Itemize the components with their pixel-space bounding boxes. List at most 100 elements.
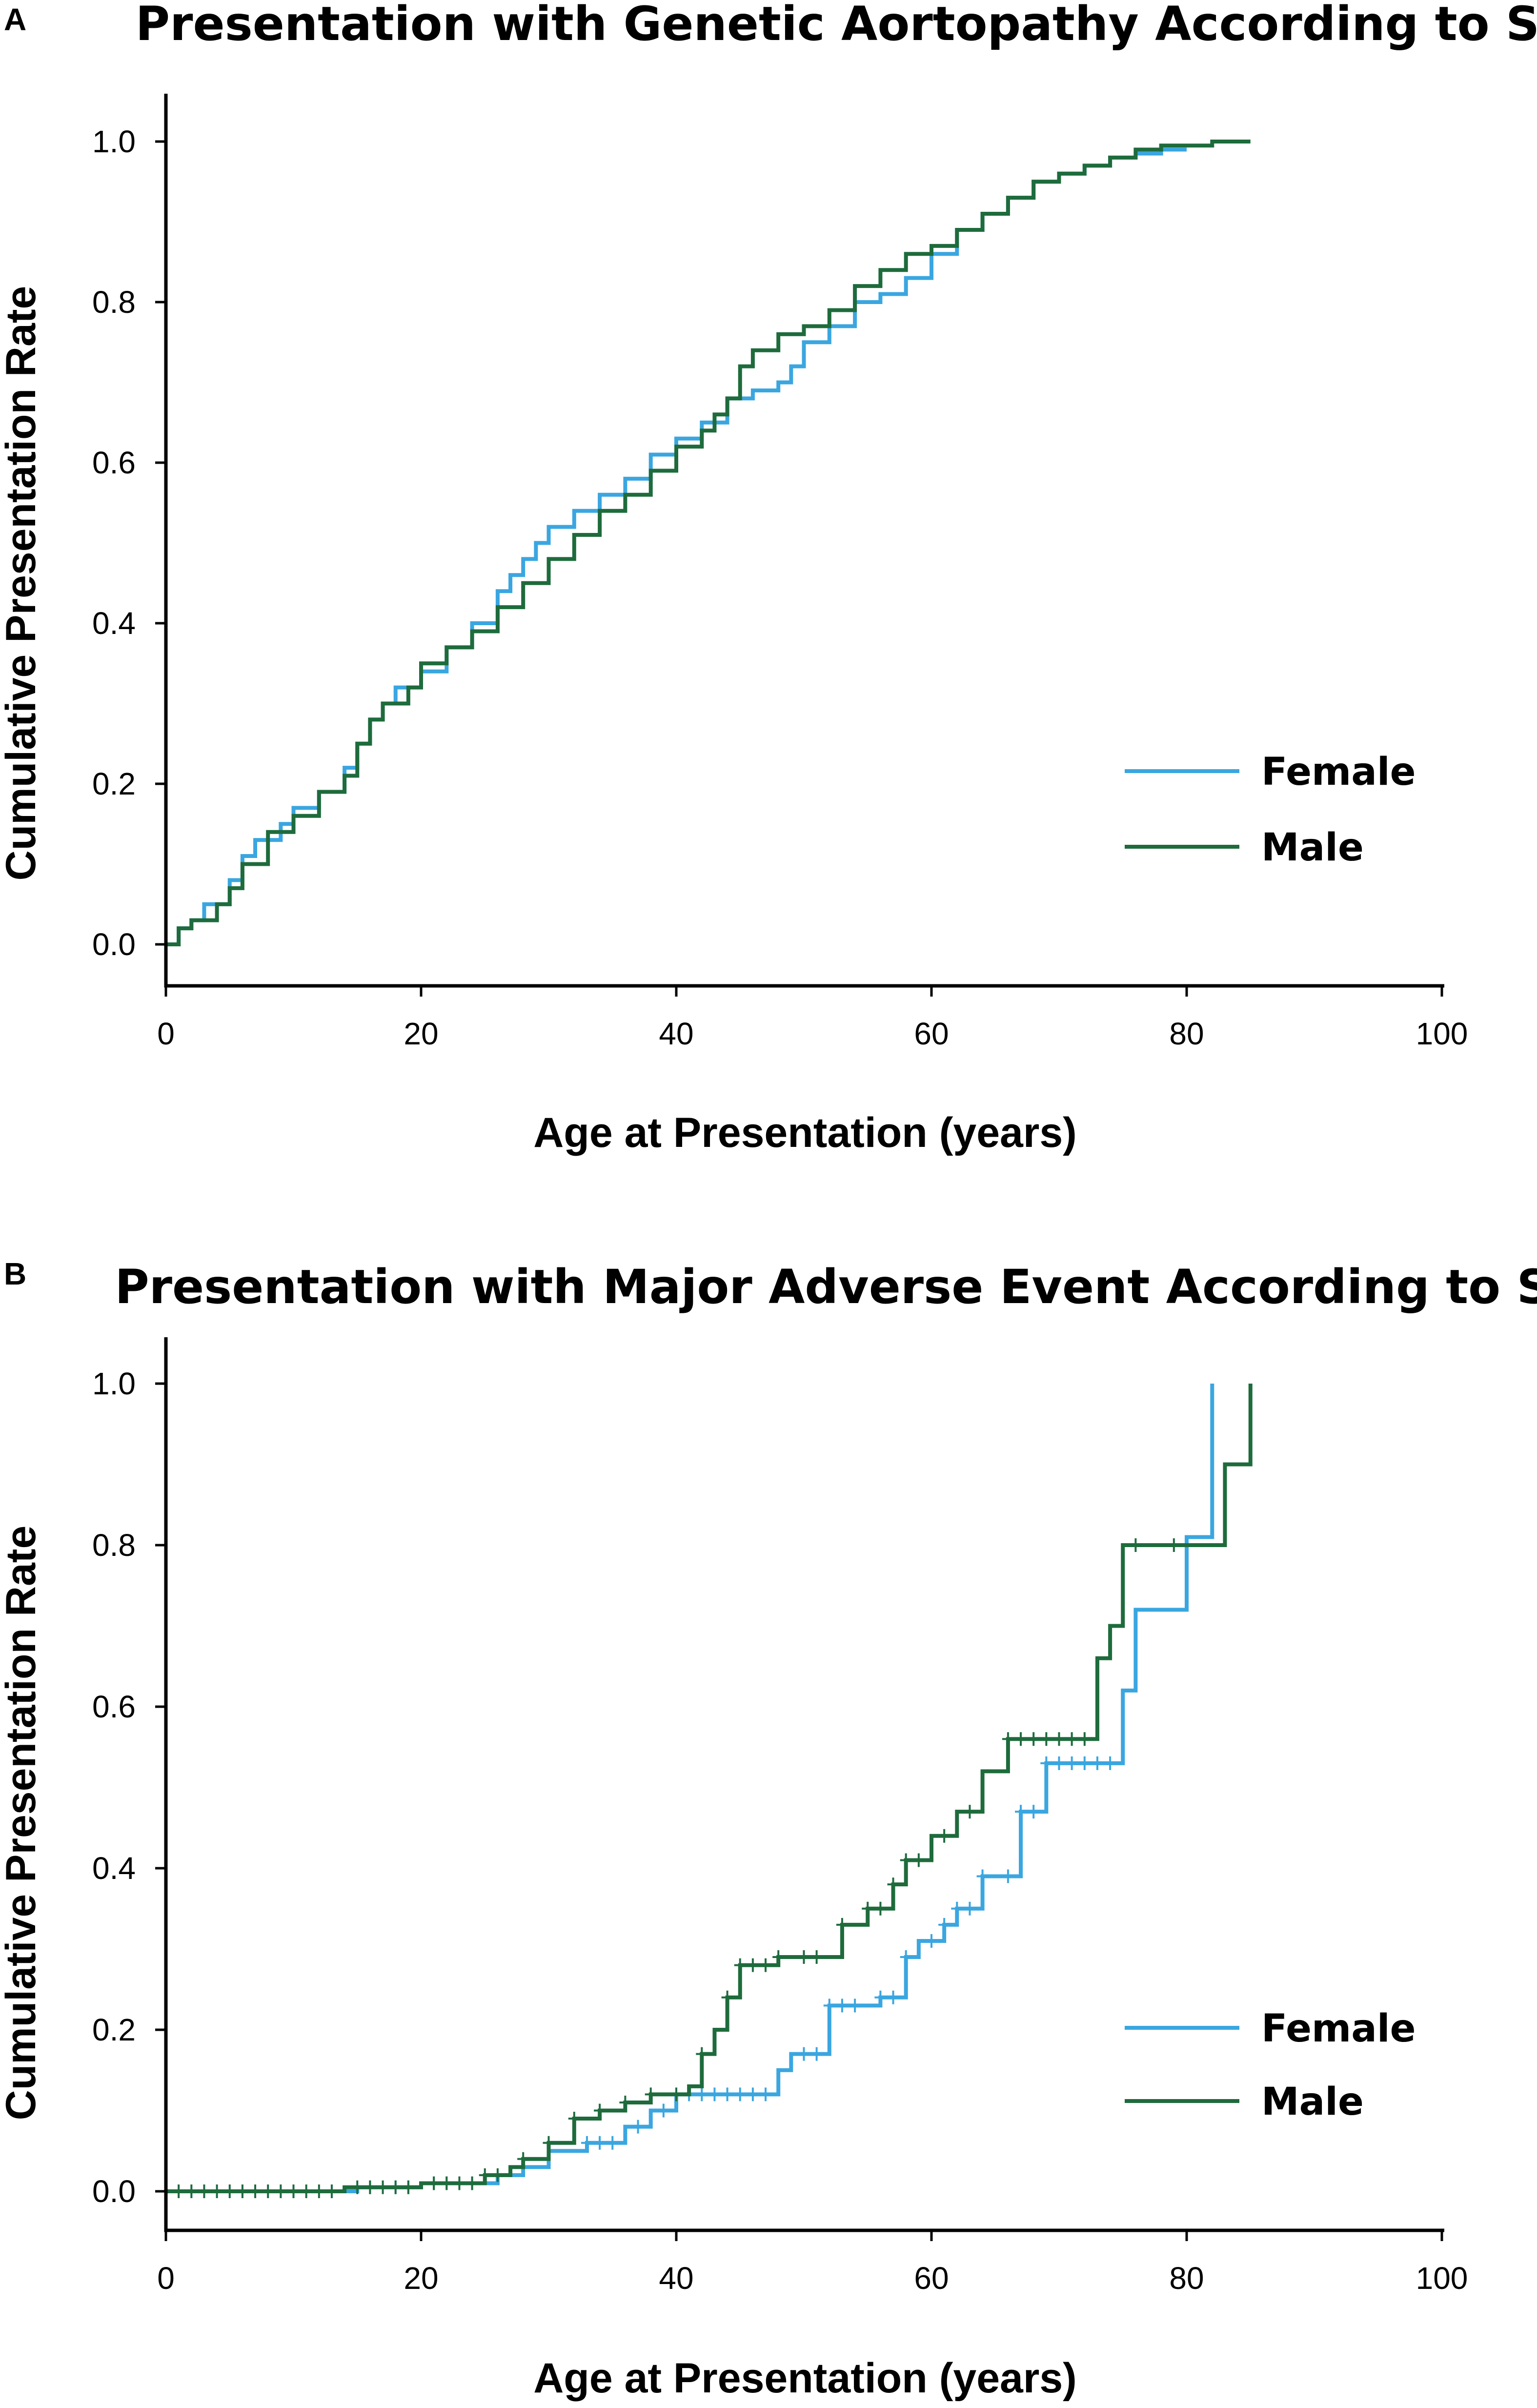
censor-mark-female	[887, 1990, 899, 2004]
y-tick-label: 0.8	[92, 1528, 136, 1563]
censor-mark-male	[1168, 1538, 1180, 1552]
censor-mark-male	[466, 2176, 478, 2190]
censor-mark-female	[1040, 1756, 1052, 1770]
panel-b-x-ticks: 0 20 40 60 80 100	[157, 2230, 1468, 2296]
censor-mark-male	[1015, 1732, 1027, 1746]
panel-a-axes	[164, 94, 1444, 988]
censor-mark-male	[325, 2184, 338, 2198]
censor-mark-female	[849, 1999, 861, 2013]
y-tick-label: 0.2	[92, 2012, 136, 2047]
censor-mark-male	[287, 2184, 300, 2198]
censor-mark-female	[747, 2087, 759, 2102]
panel-b-label: B	[4, 1256, 26, 1291]
censor-mark-male	[300, 2184, 312, 2198]
censor-mark-male	[645, 2087, 657, 2102]
panel-b-y-ticks: 0.0 0.2 0.4 0.6 0.8 1.0	[92, 1366, 166, 2209]
censor-mark-male	[1040, 1732, 1052, 1746]
y-tick-label: 1.0	[92, 124, 136, 159]
x-tick-label: 20	[404, 2261, 438, 2296]
censor-mark-male	[619, 2095, 631, 2109]
censor-mark-male	[377, 2180, 389, 2194]
censor-mark-male	[594, 2103, 606, 2118]
censor-mark-female	[823, 1999, 835, 2013]
censor-mark-female	[1015, 1805, 1027, 1819]
censor-mark-female	[696, 2087, 708, 2102]
panel-a-x-axis-title: Age at Presentation (years)	[533, 1109, 1077, 1156]
panel-b-legend: Female Male	[1125, 2007, 1416, 2124]
censor-mark-female	[734, 2087, 746, 2102]
y-tick-label: 0.4	[92, 1851, 136, 1886]
x-tick-label: 60	[914, 2261, 949, 2296]
x-tick-label: 40	[659, 2261, 693, 2296]
censor-mark-female	[708, 2087, 721, 2102]
panel-b-x-axis-title: Age at Presentation (years)	[533, 2355, 1077, 2402]
censor-mark-male	[912, 1853, 925, 1867]
censor-mark-male	[453, 2176, 465, 2190]
censor-mark-female	[721, 2087, 733, 2102]
censor-mark-female	[657, 2103, 669, 2118]
censor-mark-male	[874, 1901, 887, 1916]
censor-mark-male	[543, 2136, 555, 2150]
censor-mark-male	[428, 2176, 440, 2190]
x-tick-label: 40	[659, 1016, 693, 1051]
censor-mark-male	[313, 2184, 325, 2198]
panel-b-y-axis-title: Cumulative Presentation Rate	[0, 1526, 44, 2121]
censor-mark-female	[1028, 1805, 1040, 1819]
censor-mark-male	[810, 1950, 823, 1964]
censor-mark-female	[1091, 1756, 1103, 1770]
x-tick-label: 20	[404, 1016, 438, 1051]
censor-mark-male	[441, 2176, 453, 2190]
censor-mark-female	[1002, 1869, 1014, 1883]
censor-mark-male	[275, 2184, 287, 2198]
censor-mark-male	[173, 2184, 185, 2198]
censor-mark-male	[747, 1958, 759, 1972]
x-tick-label: 100	[1416, 2261, 1468, 2296]
censor-mark-male	[479, 2168, 491, 2182]
censor-mark-male	[862, 1901, 874, 1916]
censor-mark-male	[223, 2184, 236, 2198]
y-tick-label: 0.0	[92, 927, 136, 962]
legend-label-male: Male	[1261, 2080, 1364, 2124]
censor-mark-female	[926, 1934, 937, 1948]
y-tick-label: 1.0	[92, 1366, 136, 1401]
censor-mark-male	[568, 2112, 580, 2126]
censor-mark-male	[198, 2184, 210, 2198]
censor-mark-male	[1130, 1538, 1142, 1552]
censor-mark-female	[964, 1901, 976, 1916]
series-line-female	[166, 1384, 1214, 2193]
censor-mark-female	[798, 2047, 810, 2061]
censor-mark-female	[874, 1990, 887, 2004]
censor-mark-male	[938, 1829, 951, 1843]
censor-mark-male	[402, 2180, 414, 2194]
censor-mark-female	[581, 2136, 593, 2150]
censor-mark-female	[1066, 1756, 1078, 1770]
x-tick-label: 0	[157, 1016, 175, 1051]
censor-mark-male	[798, 1950, 810, 1964]
x-tick-label: 80	[1169, 1016, 1204, 1051]
censor-mark-male	[1002, 1732, 1014, 1746]
censor-mark-male	[964, 1805, 976, 1819]
censor-mark-female	[607, 2136, 619, 2150]
censor-mark-male	[900, 1853, 912, 1867]
censor-mark-male	[760, 1958, 772, 1972]
panel-a-label: A	[4, 2, 26, 37]
censor-mark-female	[810, 2047, 823, 2061]
series-line-female	[166, 147, 1187, 946]
censor-mark-male	[236, 2184, 248, 2198]
censor-mark-male	[1066, 1732, 1078, 1746]
censor-mark-male	[389, 2180, 402, 2194]
y-tick-label: 0.8	[92, 285, 136, 320]
censor-mark-female	[1078, 1756, 1091, 1770]
panel-a-series	[166, 140, 1251, 946]
panel-a-title: Presentation with Genetic Aortopathy Acc…	[136, 0, 1537, 51]
panel-a-x-ticks: 0 20 40 60 80 100	[157, 986, 1468, 1051]
y-tick-label: 0.6	[92, 1689, 136, 1724]
series-line-male	[166, 140, 1251, 946]
censor-mark-male	[1078, 1732, 1091, 1746]
panel-a-y-ticks: 0.0 0.2 0.4 0.6 0.8 1.0	[92, 124, 166, 962]
censor-mark-male	[185, 2184, 198, 2198]
y-tick-label: 0.4	[92, 606, 136, 641]
panel-b-series	[166, 1384, 1253, 2198]
x-tick-label: 100	[1416, 1016, 1468, 1051]
